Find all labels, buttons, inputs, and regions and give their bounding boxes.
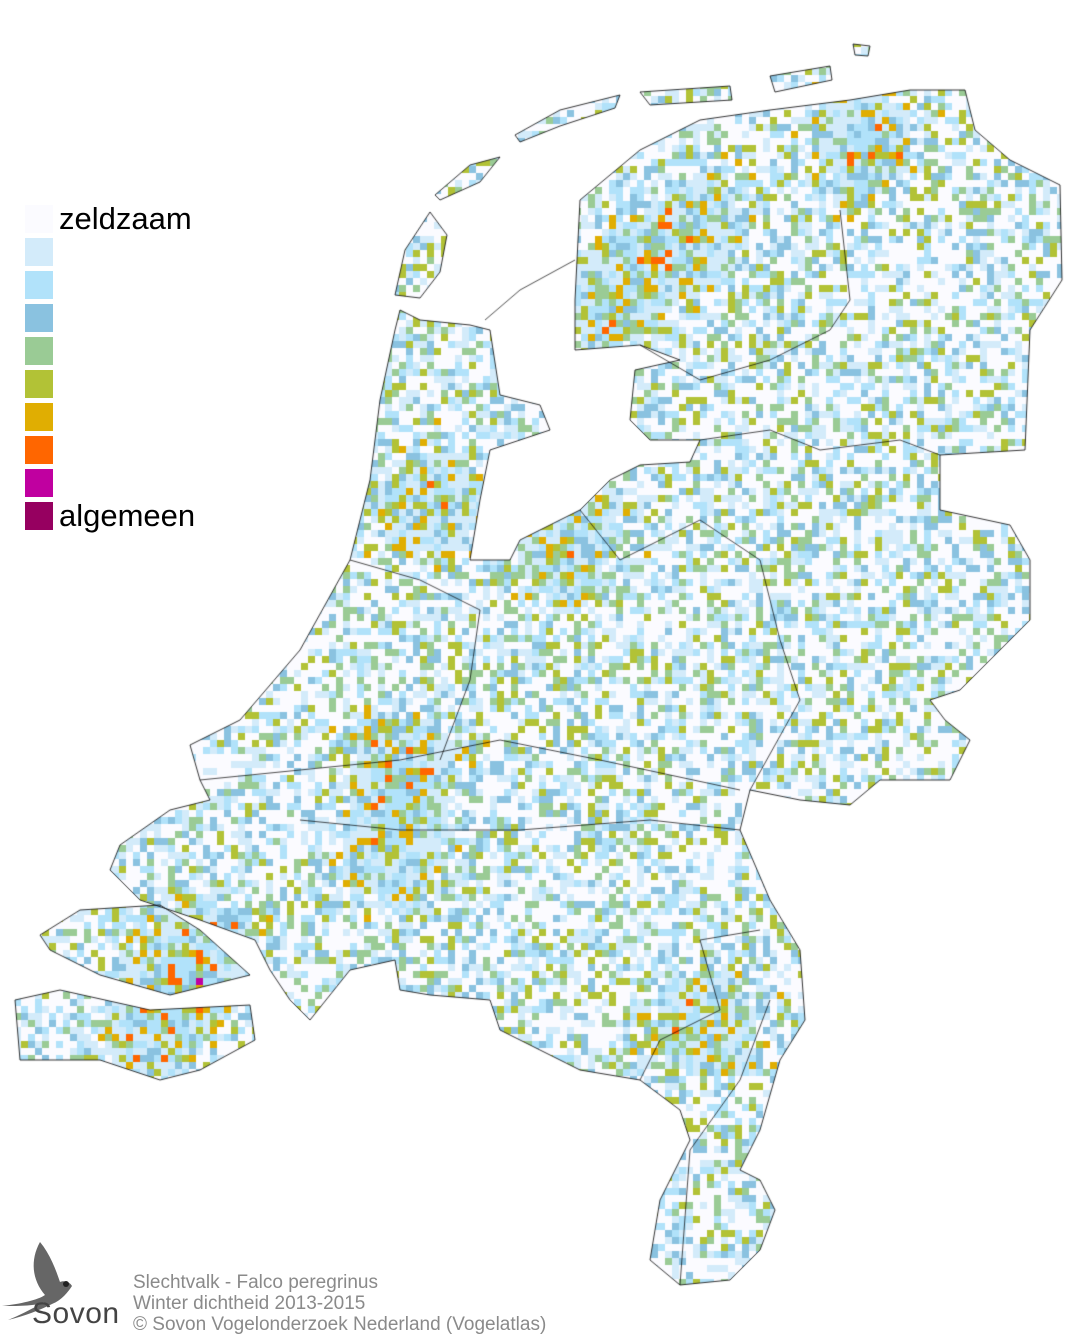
period-subtitle: Winter dichtheid 2013-2015	[133, 1293, 366, 1314]
legend-swatch	[25, 304, 53, 332]
legend-swatch	[25, 403, 53, 431]
swallow-logo-icon	[2, 1242, 72, 1320]
legend-label-rare: zeldzaam	[59, 201, 192, 236]
legend-swatch	[25, 469, 53, 497]
legend-swatch	[25, 205, 53, 233]
legend-label-common: algemeen	[59, 498, 196, 533]
legend-swatch	[25, 370, 53, 398]
legend-swatch	[25, 502, 53, 530]
legend-swatch	[25, 271, 53, 299]
species-name: Slechtvalk - Falco peregrinus	[133, 1272, 378, 1293]
copyright: © Sovon Vogelonderzoek Nederland (Vogela…	[133, 1314, 547, 1335]
caption: Slechtvalk - Falco peregrinus Winter dic…	[133, 1272, 546, 1335]
legend-swatch	[25, 238, 53, 266]
legend-swatch	[25, 436, 53, 464]
legend-swatch	[25, 337, 53, 365]
logo-text: Sovon	[32, 1297, 120, 1330]
